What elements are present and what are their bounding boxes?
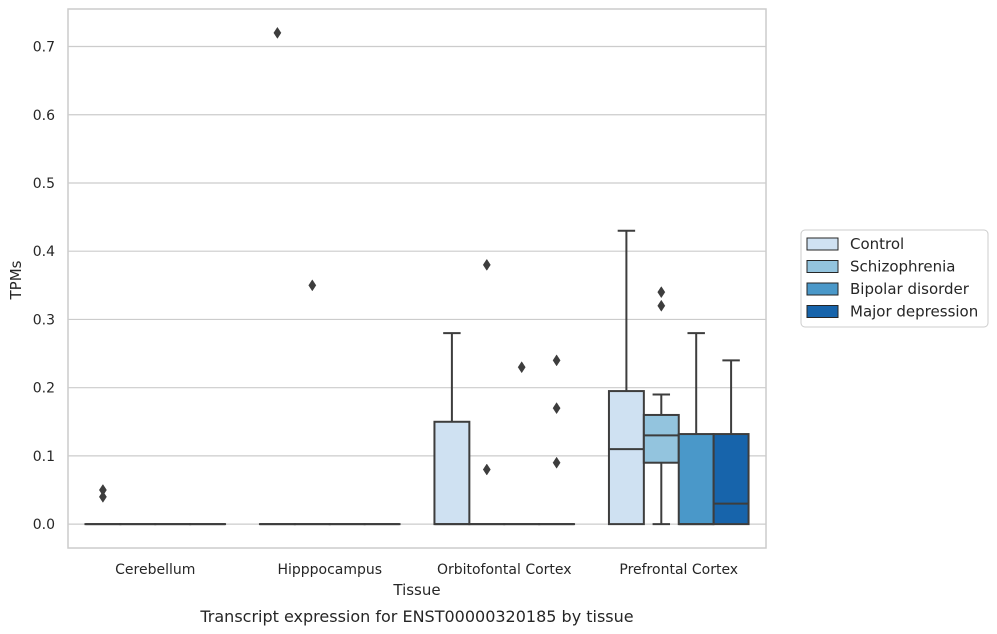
legend-swatch — [806, 305, 839, 318]
outlier-point — [517, 361, 526, 374]
outlier-point — [99, 490, 107, 503]
figure-caption: Transcript expression for ENST0000032018… — [199, 607, 633, 626]
y-tick-label: 0.5 — [33, 176, 55, 192]
outlier-point — [482, 258, 491, 271]
x-tick-label: Orbitofontal Cortex — [437, 562, 572, 578]
box-schizophrenia — [293, 279, 331, 526]
outlier-point — [273, 26, 282, 39]
legend-frame — [800, 229, 989, 328]
box-body — [642, 413, 680, 464]
y-tick-label: 0.1 — [33, 449, 55, 465]
y-tick-label: 0.0 — [33, 517, 55, 533]
x-axis-label: Tissue — [392, 581, 440, 599]
box-schizophrenia — [642, 286, 680, 526]
legend-swatch — [806, 237, 839, 251]
box-body — [677, 433, 715, 526]
y-tick-label: 0.2 — [33, 381, 55, 397]
x-tick-labels: Cerebellum Hipppocampus Orbitofontal Corte… — [115, 562, 738, 578]
outlier-point — [657, 299, 666, 312]
box-major-depression — [538, 354, 576, 526]
x-tick-label: Cerebellum — [115, 562, 195, 578]
plot-frame — [67, 8, 767, 549]
legend-label: Control — [850, 235, 904, 253]
y-tick-label: 0.7 — [33, 40, 55, 56]
legend: Control Schizophrenia Bipolar disorder Majo… — [800, 229, 989, 328]
y-tick-label: 0.4 — [33, 244, 55, 260]
outlier-point — [552, 402, 561, 415]
x-tick-label: Prefrontal Cortex — [619, 562, 738, 578]
legend-label: Bipolar disorder — [850, 280, 970, 298]
box-control — [258, 26, 296, 526]
y-tick-labels: 0.0 0.1 0.2 0.3 0.4 0.5 0.6 0.7 — [33, 40, 55, 534]
box-schizophrenia — [468, 258, 506, 526]
outlier-point — [308, 279, 317, 292]
box-plots — [84, 26, 750, 526]
box-control — [84, 484, 122, 526]
box-body — [712, 433, 750, 526]
legend-swatch — [806, 282, 839, 296]
outlier-point — [552, 354, 561, 367]
legend-label: Major depression — [850, 303, 978, 321]
legend-label: Schizophrenia — [850, 258, 955, 276]
box-bipolar-disorder — [677, 332, 715, 526]
box-control — [433, 332, 471, 526]
y-tick-label: 0.3 — [33, 312, 55, 328]
box-major-depression — [712, 359, 750, 526]
outlier-point — [552, 456, 561, 469]
y-axis-label: TPMs — [7, 260, 25, 300]
box-body — [433, 420, 471, 526]
box-control — [607, 229, 645, 526]
y-tick-label: 0.6 — [33, 108, 55, 124]
box-bipolar-disorder — [503, 361, 541, 526]
outlier-point — [657, 286, 666, 299]
legend-swatch — [806, 260, 839, 273]
box-body — [607, 390, 645, 526]
outlier-point — [482, 463, 491, 476]
x-tick-label: Hipppocampus — [277, 562, 382, 578]
grid-lines — [68, 45, 766, 525]
